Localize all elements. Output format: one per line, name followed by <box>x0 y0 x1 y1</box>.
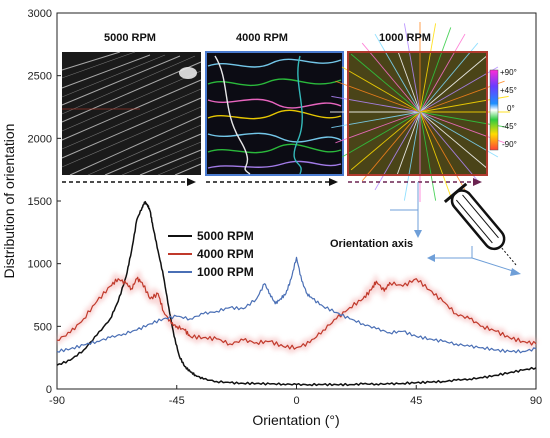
x-tick-label: 0 <box>293 395 299 407</box>
series-layer <box>56 200 537 387</box>
series-glow-4000rpm <box>56 269 539 355</box>
y-axis-label: Distribution of orientation <box>1 124 17 279</box>
x-tick-label: -90 <box>49 395 65 407</box>
series-line-4000rpm <box>56 276 537 350</box>
inset-image-5000rpm <box>61 51 202 176</box>
legend-label-4000rpm: 4000 RPM <box>197 247 254 261</box>
y-tick-label: 1500 <box>28 196 52 208</box>
inset-label-1000rpm: 1000 RPM <box>379 32 431 44</box>
y-tick-label: 2000 <box>28 133 52 145</box>
y-tick-label: 0 <box>46 384 52 396</box>
y-axis-ticks: 0 500 1000 1500 2000 2500 3000 <box>28 8 61 396</box>
x-axis-label: Orientation (°) <box>252 412 339 428</box>
series-line-1000rpm <box>56 256 537 354</box>
colorbar-tick-label: +90° <box>500 68 517 77</box>
y-tick-label: 1000 <box>28 259 52 271</box>
inset-label-4000rpm: 4000 RPM <box>236 32 288 44</box>
x-tick-label: 45 <box>410 395 422 407</box>
series-glow-layer <box>56 269 539 355</box>
y-tick-label: 2500 <box>28 71 52 83</box>
x-axis-ticks: -90 -45 0 45 90 <box>49 385 542 407</box>
colorbar-tick-label: 0° <box>507 104 515 113</box>
x-tick-label: 90 <box>530 395 542 407</box>
test-tube-icon <box>443 182 518 267</box>
orientation-axis-label: Orientation axis <box>330 238 413 250</box>
series-line-5000rpm <box>56 200 537 387</box>
orientation-colorbar: +90° +45° 0° -45° -90° <box>489 68 517 151</box>
inset-image-1000rpm <box>330 22 510 202</box>
colorbar-tick-label: -45° <box>502 122 517 131</box>
x-tick-label: -45 <box>169 395 185 407</box>
inset-image-4000rpm <box>205 51 344 176</box>
colorbar-tick-label: -90° <box>502 140 517 149</box>
legend: 5000 RPM 4000 RPM 1000 RPM <box>168 229 254 279</box>
y-tick-label: 3000 <box>28 8 52 20</box>
legend-label-5000rpm: 5000 RPM <box>197 229 254 243</box>
dashed-arrows <box>62 178 482 186</box>
legend-label-1000rpm: 1000 RPM <box>197 265 254 279</box>
orientation-axis-connector <box>390 182 521 276</box>
y-tick-label: 500 <box>34 321 52 333</box>
inset-label-5000rpm: 5000 RPM <box>104 32 156 44</box>
colorbar-tick-label: +45° <box>500 86 517 95</box>
